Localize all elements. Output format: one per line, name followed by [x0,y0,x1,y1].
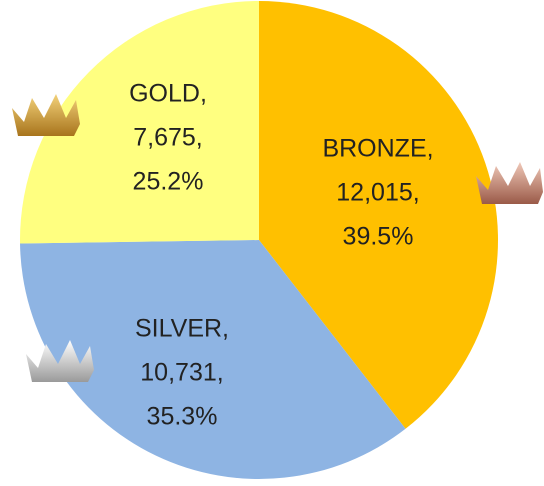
slice-name-label: GOLD, [129,80,207,108]
pie-slice [20,240,406,479]
slices [20,1,498,479]
pie-slice [20,1,259,244]
slice-percent-label: 25.2% [133,168,204,196]
slice-value-label: 12,015, [336,179,419,207]
slice-name-label: SILVER, [135,315,229,343]
slice-percent-label: 35.3% [147,403,218,431]
gold-crown-icon [12,94,80,136]
slice-name-label: BRONZE, [322,135,433,163]
slice-value-label: 7,675, [133,124,203,152]
bronze-crown-icon [476,162,543,204]
pie-slice [259,1,498,429]
slice-percent-label: 39.5% [343,223,414,251]
labels: BRONZE, 12,015, 39.5% SILVER, 10,731, 35.3% GO… [129,80,433,431]
silver-crown-icon [26,340,94,382]
slice-value-label: 10,731, [140,359,223,387]
